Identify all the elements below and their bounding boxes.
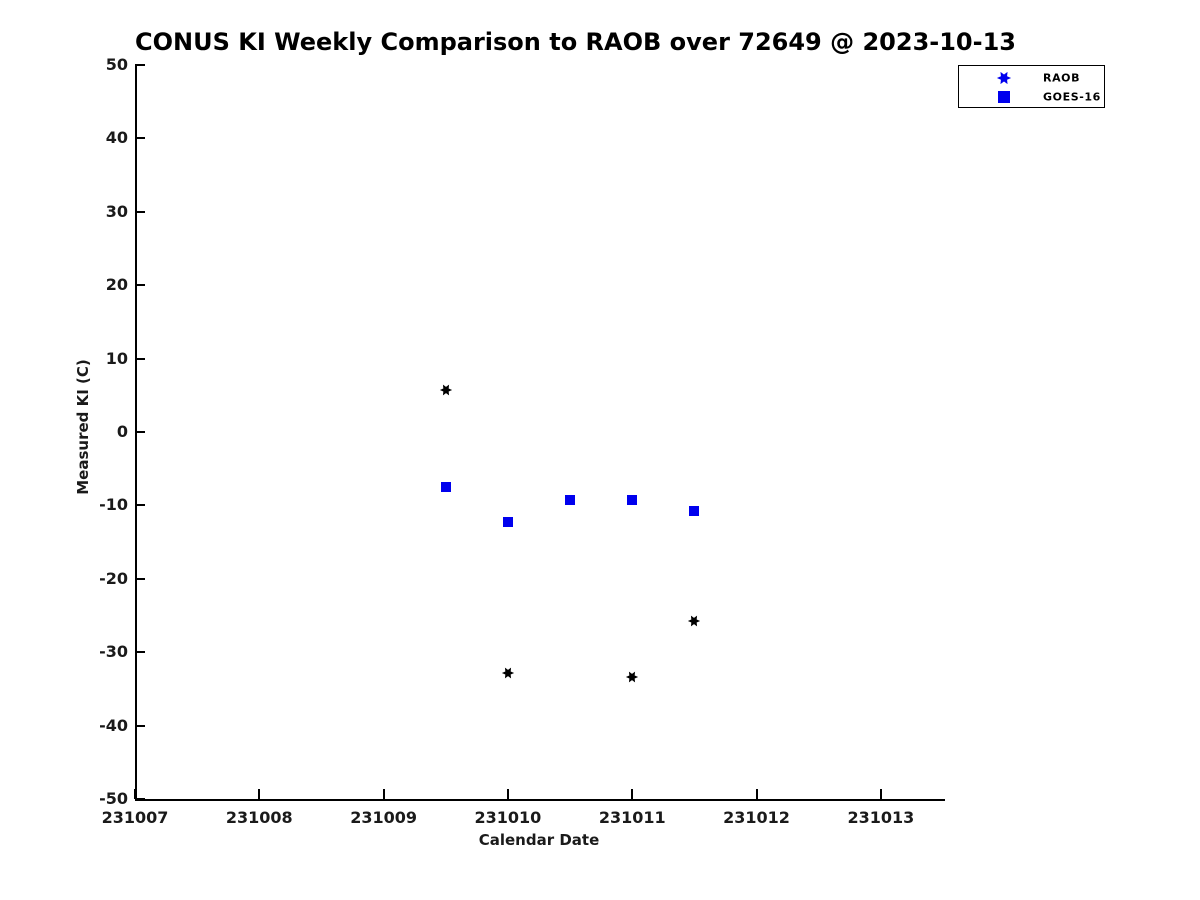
legend-label: RAOB (1043, 71, 1081, 85)
hexagram-marker-icon (688, 616, 701, 627)
raob-marker (501, 668, 515, 679)
hexagram-marker-icon (439, 384, 452, 396)
goes-16-marker (565, 494, 576, 505)
y-tick-mark (135, 798, 145, 800)
y-tick-label: 30 (105, 201, 128, 221)
hexagram-marker-icon (626, 671, 639, 683)
y-tick-label: 50 (105, 55, 128, 74)
square-marker-icon (502, 516, 513, 527)
goes-16-marker (440, 482, 451, 493)
x-axis-spine (135, 799, 945, 801)
y-tick-label: 20 (105, 275, 128, 295)
y-tick-mark (135, 64, 145, 66)
y-tick-label: 0 (116, 422, 128, 441)
y-tick-mark (135, 651, 145, 654)
square-marker-icon (627, 494, 638, 505)
legend: RAOB GOES-16 (958, 65, 1105, 108)
x-axis-label: Calendar Date (478, 831, 600, 849)
y-tick-mark (135, 724, 145, 727)
y-tick-label: -20 (99, 568, 128, 588)
y-tick-label: -40 (99, 715, 128, 735)
y-axis-spine (135, 65, 137, 801)
x-tick-mark (506, 789, 509, 799)
x-tick-mark (382, 789, 385, 799)
raob-marker (626, 671, 639, 683)
x-tick-mark (879, 789, 882, 799)
hexagram-marker-icon (501, 668, 515, 679)
y-tick-mark (135, 357, 145, 360)
square-marker-icon (689, 505, 700, 516)
square-marker-icon (440, 482, 451, 493)
y-tick-mark (135, 210, 145, 213)
x-tick-mark (258, 789, 261, 799)
square-marker-icon (565, 494, 576, 505)
y-tick-label: -50 (99, 789, 128, 808)
legend-square-icon (998, 91, 1010, 103)
y-tick-label: 40 (105, 128, 128, 148)
y-tick-mark (135, 577, 145, 580)
x-tick-label: 231012 (723, 808, 790, 827)
y-tick-mark (135, 137, 145, 140)
x-tick-label: 231011 (598, 808, 666, 827)
legend-label: GOES-16 (1043, 90, 1101, 104)
x-tick-label: 231008 (225, 808, 293, 827)
y-tick-mark (135, 504, 145, 507)
y-tick-label: -30 (99, 642, 128, 662)
goes-16-marker (502, 516, 513, 527)
y-tick-mark (135, 284, 145, 287)
legend-entry-raob: RAOB (959, 69, 1104, 87)
x-tick-mark (755, 789, 758, 799)
y-tick-mark (135, 431, 145, 433)
y-tick-label: 10 (105, 348, 128, 368)
y-tick-label: -10 (99, 495, 128, 515)
x-tick-label: 231010 (474, 808, 542, 827)
x-tick-mark (134, 789, 136, 799)
legend-entry-goes-16: GOES-16 (959, 88, 1104, 106)
chart-title: CONUS KI Weekly Comparison to RAOB over … (135, 28, 1016, 56)
x-tick-label: 231007 (101, 808, 169, 827)
raob-marker (439, 384, 452, 396)
legend-hexagram-icon (996, 71, 1012, 85)
x-tick-mark (631, 789, 634, 799)
x-tick-label: 231013 (847, 808, 915, 827)
raob-marker (688, 616, 701, 627)
x-tick-label: 231009 (350, 808, 417, 827)
goes-16-marker (627, 494, 638, 505)
goes-16-marker (689, 505, 700, 516)
